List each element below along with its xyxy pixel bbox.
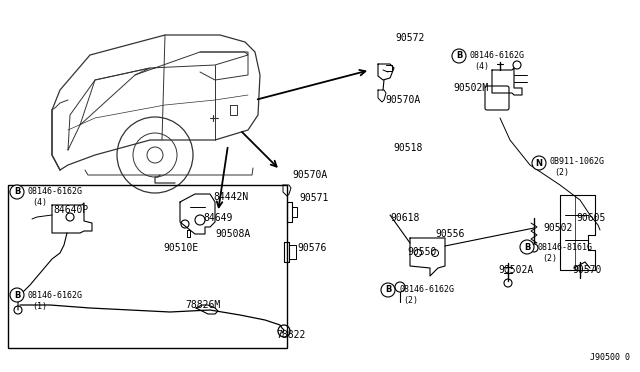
Text: (2): (2)	[554, 169, 569, 177]
Text: 84640P: 84640P	[53, 205, 88, 215]
Text: 90556: 90556	[435, 229, 465, 239]
Text: 90618: 90618	[390, 213, 419, 223]
Text: B: B	[14, 291, 20, 299]
Text: (2): (2)	[542, 253, 557, 263]
Text: 08146-6162G: 08146-6162G	[28, 291, 83, 299]
Text: 90518: 90518	[393, 143, 422, 153]
Text: J90500 0: J90500 0	[590, 353, 630, 362]
Text: 78822: 78822	[276, 330, 305, 340]
Text: 90510E: 90510E	[163, 243, 198, 253]
Text: (4): (4)	[474, 61, 489, 71]
Text: (1): (1)	[32, 301, 47, 311]
Text: B: B	[456, 51, 462, 61]
Text: 90550: 90550	[407, 247, 436, 257]
Circle shape	[10, 185, 24, 199]
Text: (4): (4)	[32, 199, 47, 208]
Text: B: B	[14, 187, 20, 196]
Text: 90502A: 90502A	[498, 265, 533, 275]
Bar	[8, 185, 287, 348]
Circle shape	[532, 156, 546, 170]
Text: 78826M: 78826M	[185, 300, 220, 310]
Text: 90576: 90576	[297, 243, 326, 253]
Text: 90502M: 90502M	[453, 83, 488, 93]
Circle shape	[520, 240, 534, 254]
Text: 08146-6162G: 08146-6162G	[28, 187, 83, 196]
Text: 90571: 90571	[299, 193, 328, 203]
Text: 90570: 90570	[572, 265, 602, 275]
Text: 08146-6162G: 08146-6162G	[470, 51, 525, 60]
Text: 0B911-1062G: 0B911-1062G	[550, 157, 605, 167]
Circle shape	[381, 283, 395, 297]
Text: 90502: 90502	[543, 223, 572, 233]
Circle shape	[452, 49, 466, 63]
Text: 90605: 90605	[576, 213, 605, 223]
Text: N: N	[536, 158, 543, 167]
Text: 08146-6162G: 08146-6162G	[399, 285, 454, 295]
Text: 08146-8161G: 08146-8161G	[538, 243, 593, 251]
Text: 90570A: 90570A	[292, 170, 327, 180]
Text: 84649: 84649	[203, 213, 232, 223]
Text: B: B	[385, 285, 391, 295]
Circle shape	[10, 288, 24, 302]
Text: (2): (2)	[403, 296, 418, 305]
Text: B: B	[524, 243, 530, 251]
Text: 90572: 90572	[395, 33, 424, 43]
Text: 84442N: 84442N	[213, 192, 248, 202]
Text: 90508A: 90508A	[215, 229, 250, 239]
Text: 90570A: 90570A	[385, 95, 420, 105]
